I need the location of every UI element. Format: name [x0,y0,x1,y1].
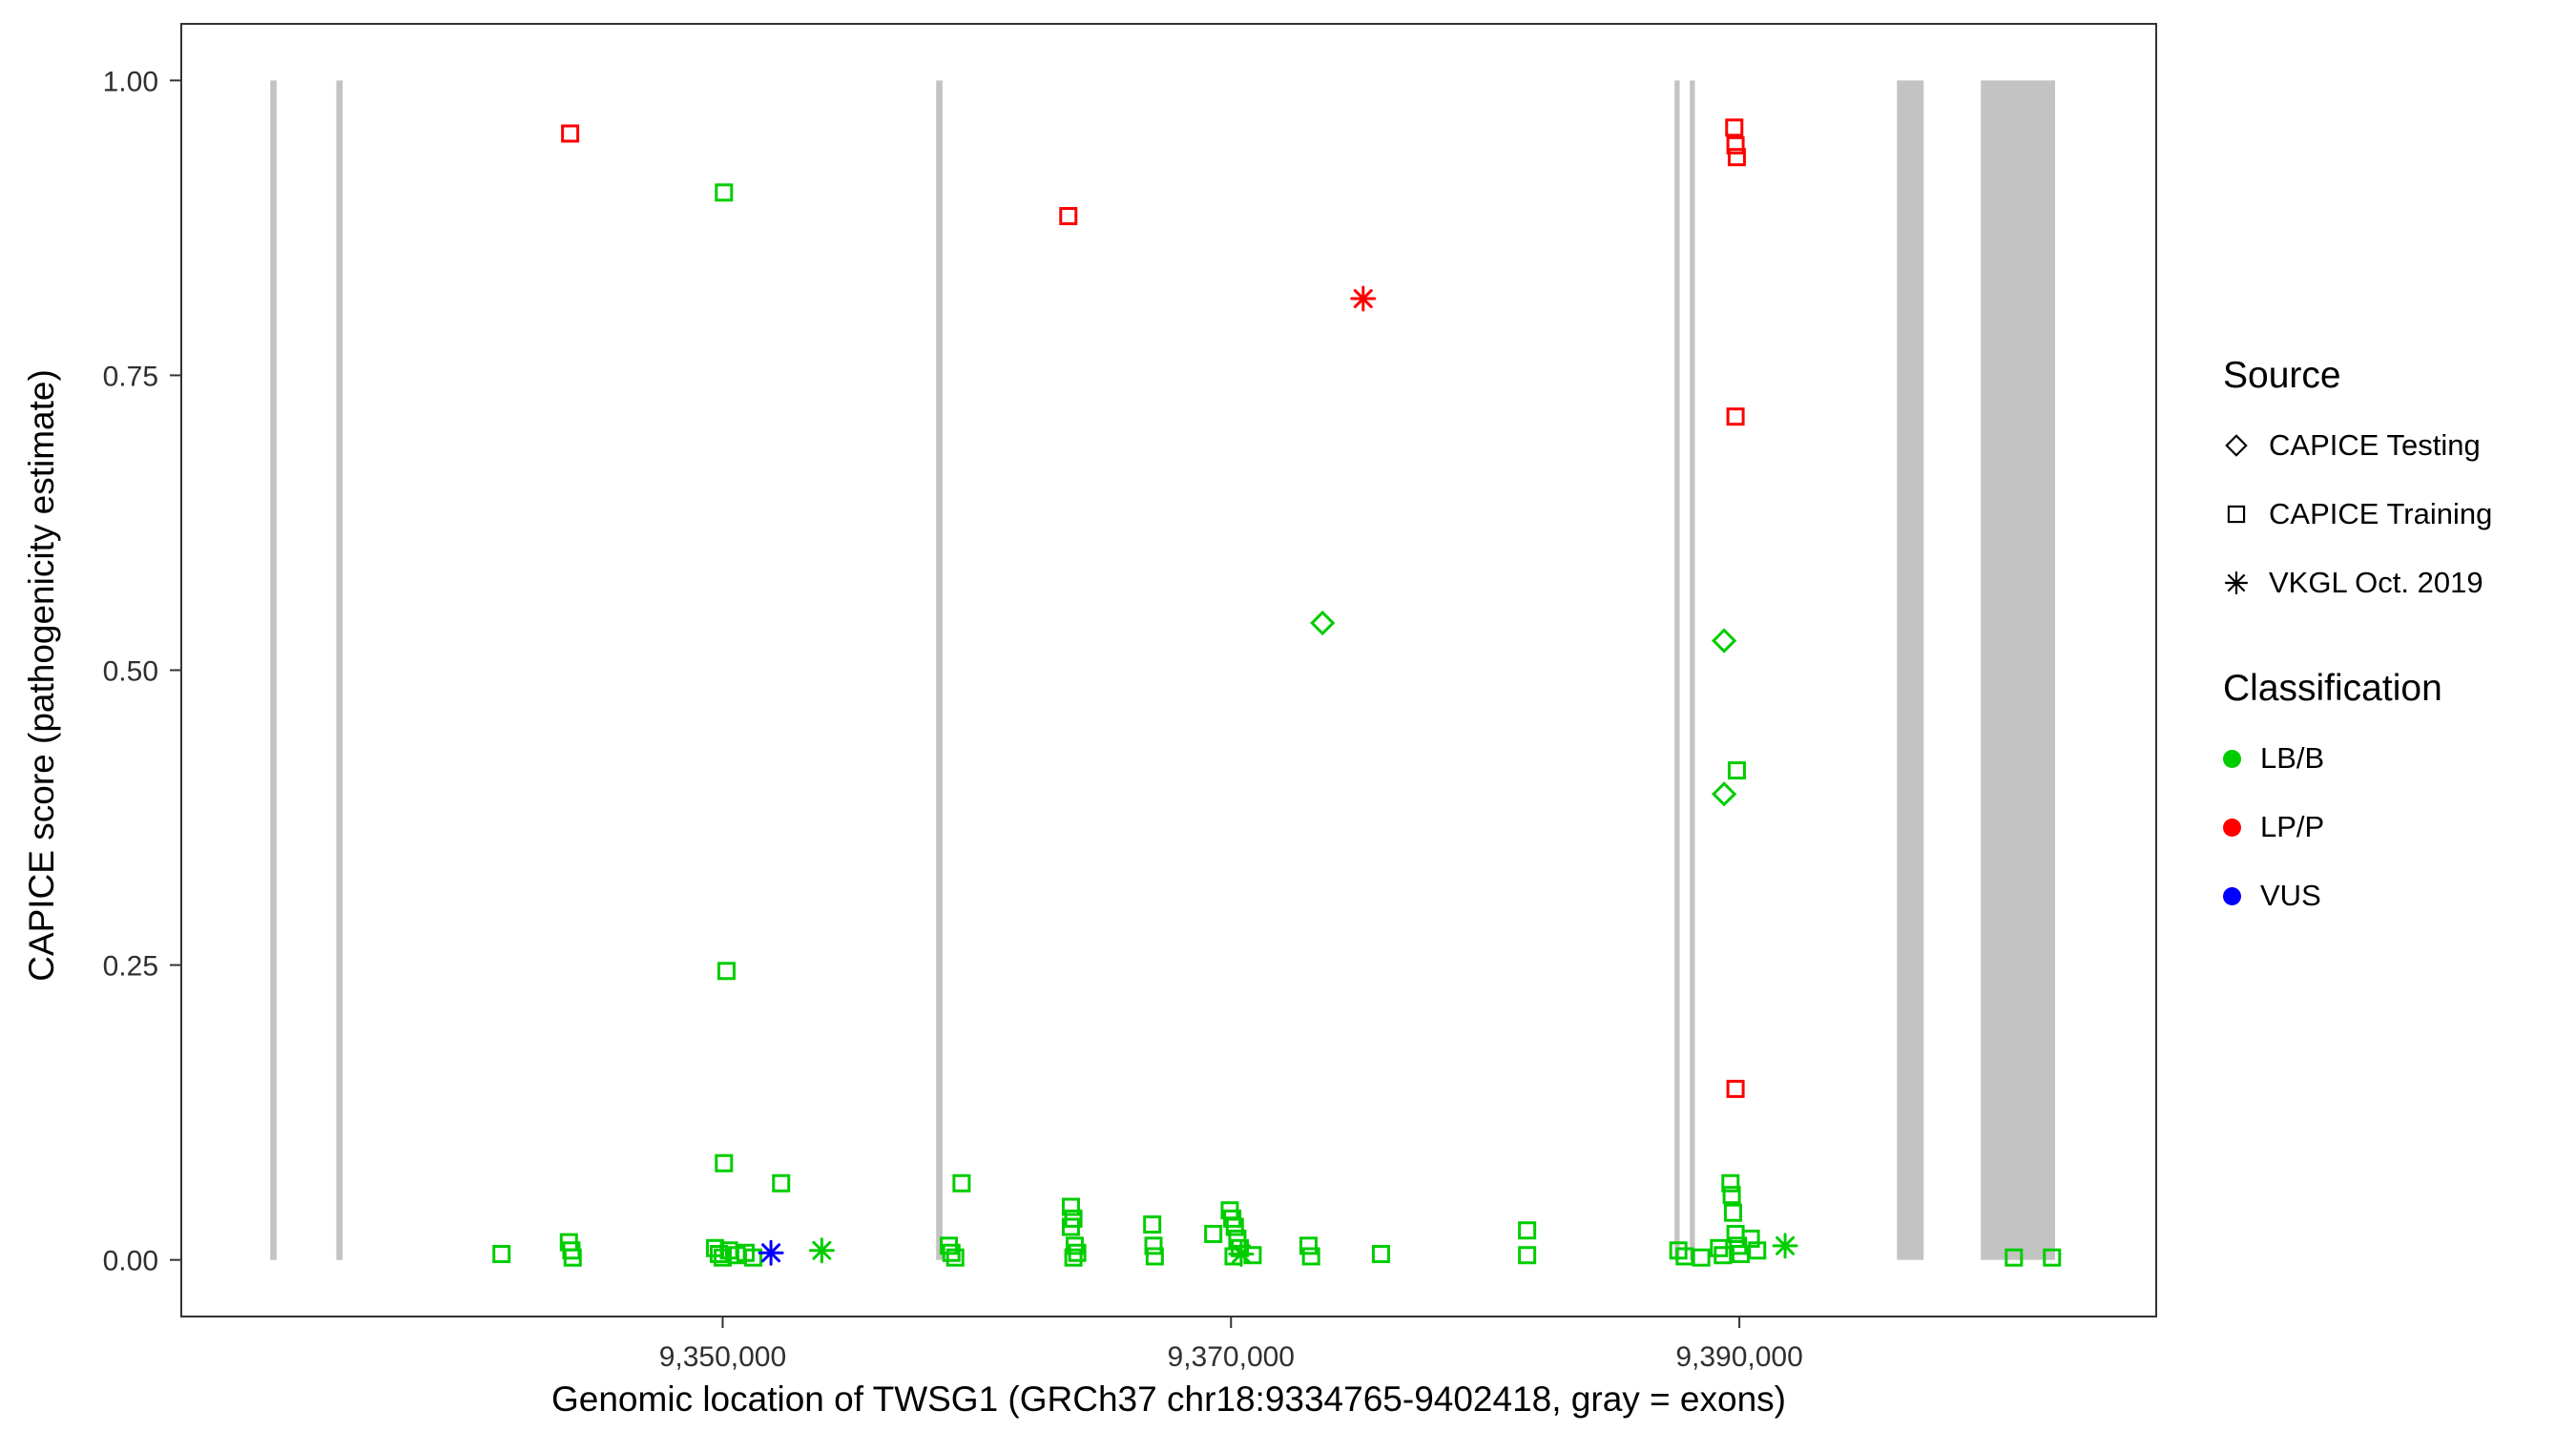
data-point [1068,1243,1087,1262]
x-tick-label: 9,370,000 [1168,1341,1295,1373]
data-point [772,1173,791,1192]
legend-source-title: Source [2223,355,2341,396]
exon-bar [936,80,943,1260]
legend-item-capice-training: CAPICE Training [2223,490,2492,538]
legend-item-capice-testing: CAPICE Testing [2223,422,2492,469]
data-point [1059,207,1078,226]
y-tick-label: 0.75 [103,361,158,392]
exon-bar [1690,80,1695,1260]
data-point [942,1243,961,1262]
data-point [1711,628,1737,653]
lpp-color-dot [2223,818,2241,837]
data-point [1228,1229,1247,1248]
data-point [1726,407,1745,426]
data-point [952,1173,971,1192]
exon-bar [1897,80,1924,1260]
y-tick-label: 0.00 [103,1246,158,1277]
data-point [717,962,736,981]
data-point [715,183,734,202]
panel-border [180,23,2157,1317]
data-point [1371,1244,1390,1263]
data-point [1518,1221,1537,1240]
x-axis-title: Genomic location of TWSG1 (GRCh37 chr18:… [551,1379,1786,1419]
diamond-icon [2225,434,2248,457]
vus-color-dot [2223,886,2241,905]
data-point [1721,1173,1740,1192]
legend-item-vkgl: VKGL Oct. 2019 [2223,559,2492,607]
legend-item-lpp: LP/P [2223,803,2492,851]
data-point [1301,1247,1320,1266]
legend-item-label: VKGL Oct. 2019 [2269,566,2483,599]
data-point [1711,781,1737,807]
data-point [563,1248,582,1267]
legend-item-label: LP/P [2260,810,2325,843]
data-point [1144,1236,1163,1255]
exon-bar [1981,80,2055,1260]
legend-classification-title: Classification [2223,668,2442,709]
square-icon [2227,505,2246,524]
data-point [808,1237,835,1264]
asterisk-icon [2225,571,2248,594]
x-tick-label: 9,390,000 [1675,1341,1802,1373]
y-tick-label: 0.50 [103,656,158,688]
data-point [1518,1246,1537,1265]
exon-bar [336,80,343,1260]
data-point [1299,1236,1319,1255]
data-point [1228,1240,1255,1267]
data-point [561,124,580,143]
legend-item-label: CAPICE Training [2269,497,2493,530]
exon-bar [270,80,277,1260]
data-point [492,1244,511,1263]
data-point [743,1248,762,1267]
lbb-color-dot [2223,749,2241,768]
x-tick-label: 9,350,000 [659,1341,786,1373]
data-point [1722,1186,1741,1205]
data-point [1727,761,1746,780]
data-point [1714,1246,1733,1265]
data-point [1061,1217,1080,1236]
data-point [1225,1217,1244,1236]
legend-item-label: LB/B [2260,741,2325,775]
data-point [758,1239,784,1266]
data-point [1725,118,1744,137]
data-point [1727,148,1746,167]
legend: Source CAPICE Testing CAPICE Training VK… [2223,355,2492,941]
data-point [1061,1197,1080,1216]
data-point [1204,1224,1223,1243]
data-point [715,1153,734,1172]
data-point [2043,1248,2062,1267]
legend-item-label: CAPICE Testing [2269,428,2481,462]
data-point [1350,285,1377,312]
data-point [1064,1248,1083,1267]
legend-item-label: VUS [2260,879,2321,912]
data-point [945,1248,965,1267]
exon-bar [1674,80,1680,1260]
data-point [1692,1248,1711,1267]
data-point [2005,1248,2024,1267]
data-point [1772,1233,1798,1259]
data-point [1726,1079,1745,1098]
legend-item-lbb: LB/B [2223,735,2492,782]
data-point [1310,610,1336,636]
data-point [1145,1247,1164,1266]
y-tick-label: 0.25 [103,951,158,983]
legend-item-vus: VUS [2223,872,2492,920]
data-point [1143,1215,1162,1234]
data-point [709,1244,728,1263]
y-tick-label: 1.00 [103,66,158,97]
data-point [1748,1241,1767,1260]
data-point [1726,135,1745,155]
data-point [1723,1203,1742,1222]
